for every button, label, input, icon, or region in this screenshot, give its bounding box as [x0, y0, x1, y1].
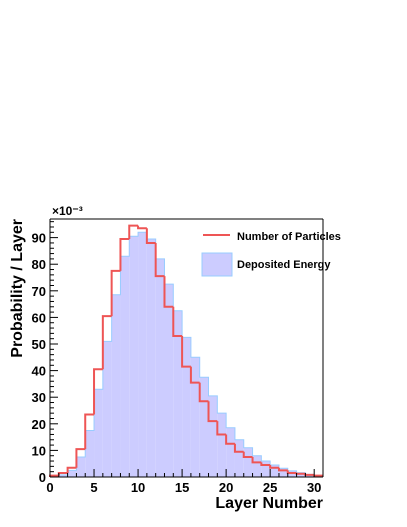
x-tick-label: 30 — [307, 480, 321, 495]
particles-bin — [242, 451, 253, 459]
particles-bin — [189, 366, 200, 384]
energy-bin — [76, 457, 86, 477]
energy-bin — [155, 258, 165, 477]
y-tick-label: 20 — [32, 417, 46, 432]
legend: Number of Particles Deposited Energy — [201, 231, 341, 277]
energy-bin — [111, 294, 121, 477]
particles-bin — [84, 413, 95, 450]
axes — [49, 218, 324, 478]
particles-bin — [119, 237, 130, 271]
particles-bin — [93, 368, 103, 415]
particles-bin — [233, 443, 244, 453]
energy-bin — [164, 284, 174, 477]
y-tick-label: 80 — [32, 257, 46, 272]
energy-bin — [190, 357, 200, 477]
particles-bin — [216, 421, 227, 436]
axis-ticks: 0 5 10 15 20 25 30 0 10 20 30 40 50 60 70 80 90 — [32, 221, 324, 495]
x-tick-label: 0 — [46, 480, 53, 495]
x-tick-label: 25 — [263, 480, 277, 495]
energy-bin — [146, 238, 156, 477]
particles-bin — [137, 225, 147, 230]
x-tick-label: 5 — [90, 480, 97, 495]
y-tick-label: 50 — [32, 337, 46, 352]
particles-bin — [154, 242, 165, 278]
particles-bin — [198, 382, 209, 403]
y-axis-title: Probability / Layer — [9, 219, 26, 358]
particles-bin — [251, 457, 262, 464]
energy-bin — [182, 337, 191, 477]
energy-bin — [102, 341, 112, 477]
particles-bin — [66, 466, 77, 474]
y-tick-label: 40 — [32, 364, 46, 379]
energy-bin — [217, 413, 227, 477]
particles-bin — [269, 465, 279, 469]
energy-bin — [252, 455, 262, 477]
legend-swatch-deposited-energy — [201, 252, 233, 277]
particles-bin — [304, 473, 315, 476]
energy-bin — [234, 439, 244, 477]
particles-bin — [295, 472, 306, 475]
energy-bin — [296, 472, 306, 477]
energy-bin — [85, 430, 95, 477]
particles-bin — [172, 306, 183, 338]
x-axis-title: Layer Number — [215, 495, 323, 512]
y-tick-label: 10 — [32, 443, 46, 458]
energy-bin — [261, 461, 271, 477]
particles-bin — [277, 467, 288, 472]
y-tick-label: 30 — [32, 390, 46, 405]
y-axis-exponent: ×10⁻³ — [52, 204, 83, 218]
particles-bin — [110, 269, 121, 317]
y-tick-label: 90 — [32, 231, 46, 246]
particles-bin — [101, 315, 112, 370]
energy-bin — [67, 470, 77, 477]
energy-bin — [208, 395, 218, 477]
energy-bin — [129, 236, 139, 477]
energy-bin — [58, 474, 68, 477]
particles-bin — [163, 276, 174, 308]
energy-bin — [94, 389, 103, 477]
energy-bin — [138, 232, 147, 477]
energy-bin — [199, 377, 209, 477]
particles-bin — [75, 448, 86, 468]
particles-bin — [207, 401, 218, 423]
energy-bin — [270, 465, 279, 477]
energy-bin — [226, 427, 235, 477]
legend-label-deposited-energy: Deposited Energy — [237, 259, 331, 271]
number-of-particles-bins — [49, 224, 323, 477]
particles-bin — [225, 434, 235, 445]
particles-bin — [313, 474, 323, 477]
particles-bin — [145, 228, 156, 244]
energy-bin — [278, 468, 288, 477]
particles-bin — [260, 462, 271, 467]
energy-bin — [243, 447, 253, 477]
energy-bin — [120, 256, 130, 477]
x-tick-label: 20 — [219, 480, 233, 495]
y-tick-label: 60 — [32, 310, 46, 325]
particles-bin — [181, 336, 191, 368]
y-tick-label: 70 — [32, 284, 46, 299]
legend-label-number-of-particles: Number of Particles — [237, 231, 341, 243]
x-tick-label: 15 — [175, 480, 189, 495]
y-tick-label: 0 — [39, 470, 46, 485]
particles-bin — [128, 224, 139, 239]
energy-bin — [173, 310, 183, 477]
x-tick-label: 10 — [131, 480, 145, 495]
